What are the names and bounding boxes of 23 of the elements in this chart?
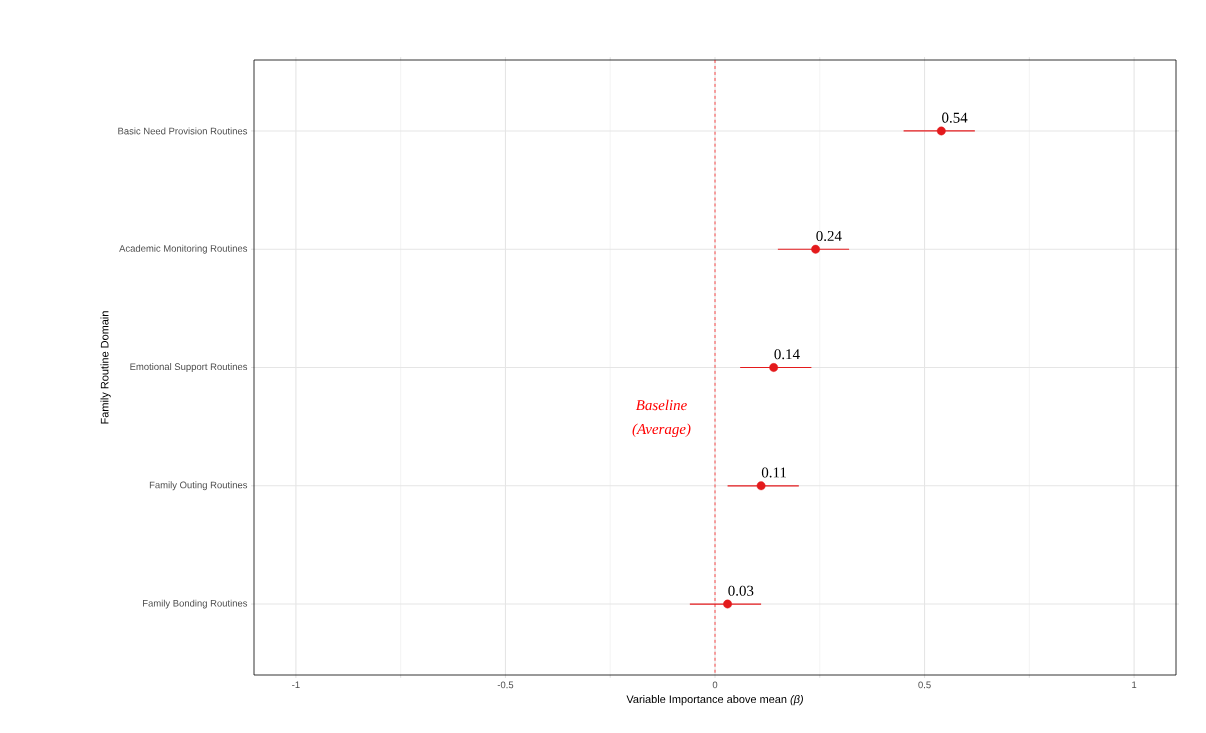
- data-label: 0.14: [774, 349, 800, 360]
- point: [811, 244, 820, 254]
- y-tick-label: Family Outing Routines: [149, 481, 248, 491]
- y-tick-label: Academic Monitoring Routines: [119, 244, 248, 254]
- point: [936, 126, 946, 136]
- data-label: 0.03: [728, 585, 754, 596]
- x-tick-label: -1: [292, 681, 300, 689]
- data-label: 0.54: [942, 112, 968, 123]
- data-label: 0.11: [761, 467, 787, 478]
- ref-line-label: Baseline (Average): [632, 399, 691, 438]
- y-tick-label: Family Bonding Routines: [143, 599, 248, 609]
- y-tick-label: Basic Need Provision Routines: [118, 127, 248, 135]
- x-tick-label: 1: [1132, 681, 1137, 689]
- y-axis-title: Family Routine Domain: [100, 311, 111, 424]
- point: [769, 363, 779, 372]
- x-axis-title: Variable Importance above mean (β): [626, 695, 803, 706]
- data-label: 0.24: [816, 230, 842, 242]
- point: [723, 599, 732, 609]
- x-tick-label: 0.5: [918, 681, 931, 689]
- point: [756, 481, 766, 491]
- y-tick-label: Emotional Support Routines: [130, 363, 248, 372]
- x-tick-label: 0: [712, 681, 718, 689]
- x-tick-label: -0.5: [497, 681, 514, 689]
